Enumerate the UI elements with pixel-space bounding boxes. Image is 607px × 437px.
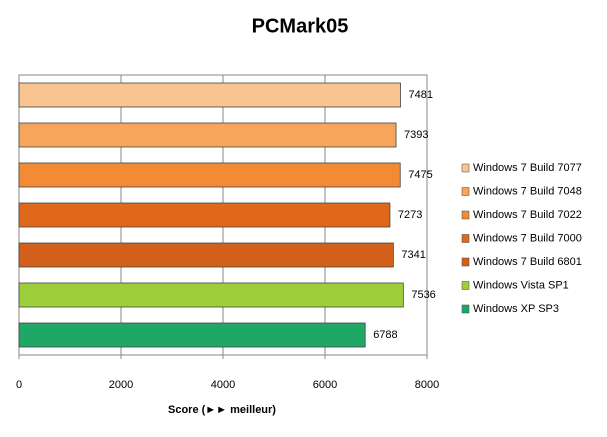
legend-swatch [461, 234, 470, 243]
value-label: 7475 [408, 169, 432, 181]
legend-swatch [461, 187, 470, 196]
legend-swatch [461, 257, 470, 267]
legend-label: Windows 7 Build 7000 [473, 232, 582, 244]
bar [18, 162, 401, 188]
value-label: 7481 [409, 89, 433, 101]
legend-label: Windows 7 Build 6801 [473, 256, 582, 268]
value-label: 7341 [401, 249, 425, 261]
legend-swatch [461, 281, 470, 290]
chart-title: PCMark05 [252, 15, 349, 37]
x-tick-label: 8000 [415, 379, 439, 391]
legend-label: Windows 7 Build 7077 [473, 162, 582, 174]
value-label: 6788 [373, 329, 397, 341]
value-label: 7273 [398, 209, 422, 221]
legend-label: Windows 7 Build 7048 [473, 185, 582, 197]
legend-swatch [461, 210, 470, 220]
legend-swatch [461, 304, 470, 314]
bar [18, 82, 401, 108]
bar [18, 242, 394, 268]
value-label: 7393 [404, 129, 428, 141]
legend-label: Windows XP SP3 [473, 303, 559, 315]
x-tick-label: 6000 [313, 379, 337, 391]
bar [18, 122, 397, 148]
bar [18, 202, 391, 228]
x-axis-label: Score (►► meilleur) [168, 404, 276, 416]
x-tick-label: 4000 [211, 379, 235, 391]
legend-label: Windows 7 Build 7022 [473, 209, 582, 221]
legend-swatch [461, 163, 470, 173]
x-tick-label: 0 [16, 379, 22, 391]
bar [18, 282, 404, 308]
legend-label: Windows Vista SP1 [473, 279, 569, 291]
value-label: 7536 [411, 289, 435, 301]
bar [18, 322, 366, 348]
x-tick-label: 2000 [109, 379, 133, 391]
